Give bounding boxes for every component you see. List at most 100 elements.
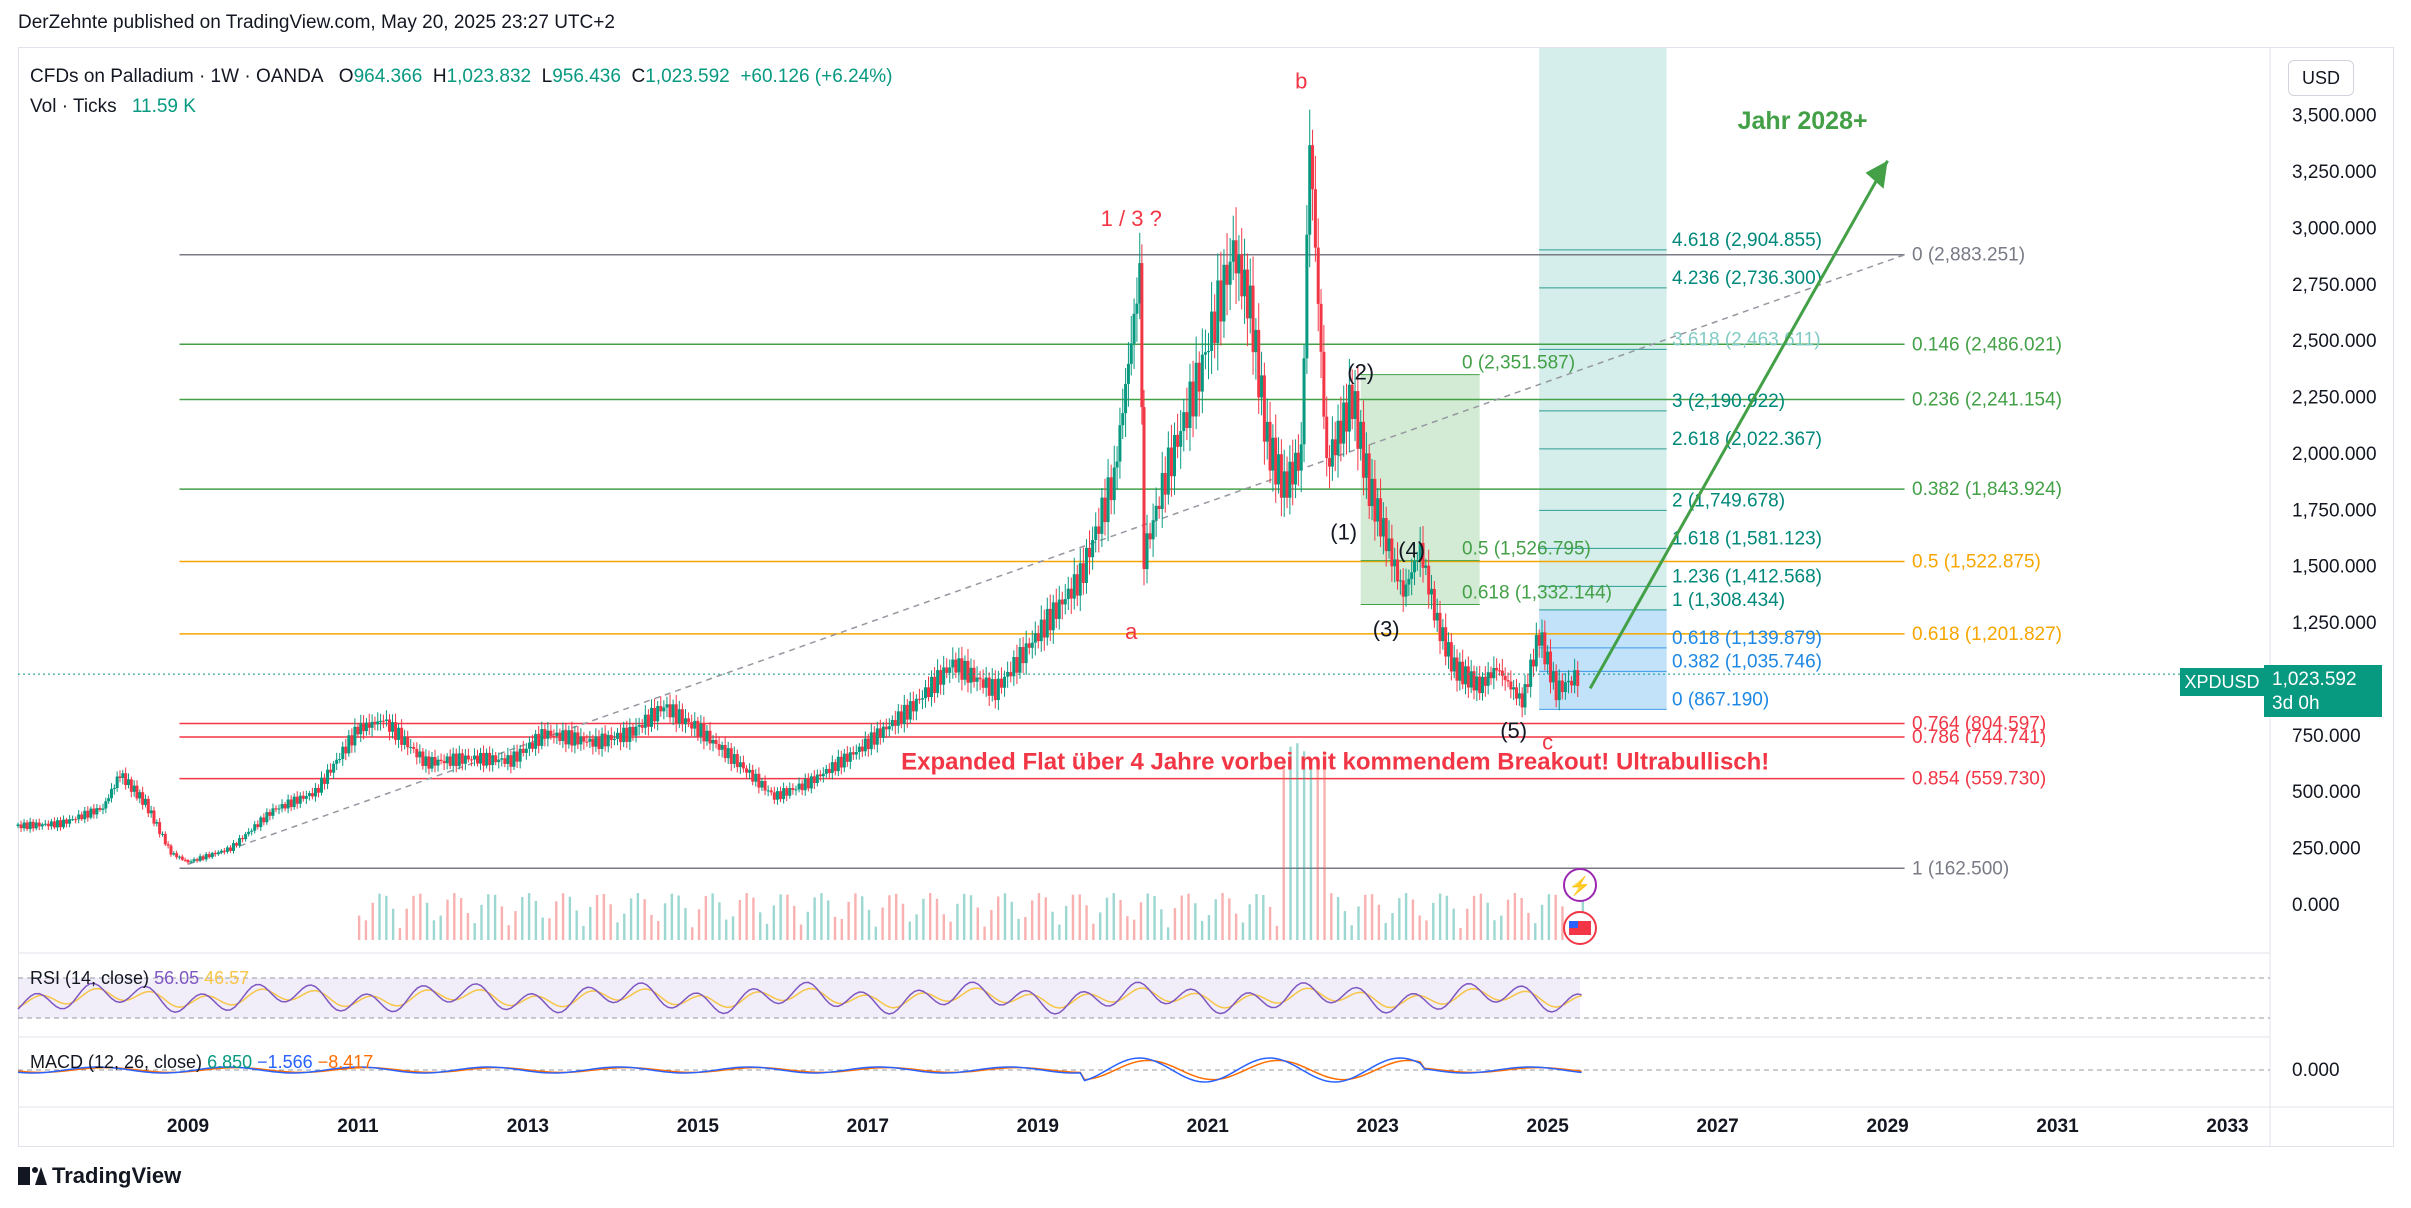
rsi-legend[interactable]: RSI (14, close) 56.05 46.57 xyxy=(30,968,249,989)
y-tick-label: 500.000 xyxy=(2292,782,2361,803)
candle-body xyxy=(896,711,900,726)
candle-body xyxy=(558,732,562,741)
volume-bar xyxy=(1384,923,1387,940)
candle-body xyxy=(1191,381,1195,417)
candle-body xyxy=(295,796,299,804)
candle-body xyxy=(1219,280,1223,322)
candle-body xyxy=(1526,684,1530,687)
volume-bar xyxy=(1105,897,1109,940)
candle-body xyxy=(797,783,801,790)
candle-body xyxy=(1407,578,1411,585)
legend-vol-label[interactable]: Vol · Ticks xyxy=(30,96,117,117)
candle-body xyxy=(277,808,281,810)
legend-symbol[interactable]: CFDs on Palladium · 1W · OANDA xyxy=(30,66,324,87)
candle-body xyxy=(359,723,363,735)
volume-bar xyxy=(507,925,510,940)
candle-body xyxy=(394,722,398,740)
candle-body xyxy=(158,822,162,834)
candle-body xyxy=(1288,461,1292,498)
candle-body xyxy=(323,777,327,784)
candle-body xyxy=(1132,313,1136,344)
candle-body xyxy=(373,721,377,725)
candle-body xyxy=(622,727,626,743)
candle-body xyxy=(745,768,749,773)
candle-body xyxy=(518,748,522,762)
candle-body xyxy=(821,773,825,777)
candle-body xyxy=(1336,420,1340,456)
legend-volume-row: Vol · Ticks 11.59 K xyxy=(30,92,892,122)
candle-body xyxy=(86,810,90,818)
candle-body xyxy=(16,824,20,826)
candle-body xyxy=(460,753,464,764)
candle-body xyxy=(1381,518,1385,537)
candle-body xyxy=(987,677,991,696)
candle-body xyxy=(690,722,694,729)
volume-bar xyxy=(480,904,483,940)
fib-extension-label: 3 (2,190.922) xyxy=(1672,391,1785,412)
candle-body xyxy=(1260,375,1264,398)
candle-body xyxy=(702,723,706,742)
candle-body xyxy=(244,834,248,840)
candle-body xyxy=(893,719,897,726)
candle-body xyxy=(872,732,876,745)
candle-body xyxy=(40,824,44,827)
candle-body xyxy=(231,843,235,851)
tradingview-logo[interactable]: TradingView xyxy=(18,1163,181,1189)
macd-legend[interactable]: MACD (12, 26, close) 6.850 −1.566 −8.417 xyxy=(30,1052,373,1073)
candle-body xyxy=(129,779,133,792)
candle-body xyxy=(177,856,181,858)
volume-bar xyxy=(1228,898,1231,940)
fib-retracement-label: 0.618 (1,332.144) xyxy=(1462,583,1612,604)
candle-body xyxy=(794,789,798,791)
currency-button[interactable]: USD xyxy=(2288,60,2354,96)
volume-bar xyxy=(962,893,966,940)
candle-body xyxy=(972,667,976,682)
lightning-event-glyph: ⚡ xyxy=(1569,875,1591,897)
candle-body xyxy=(1228,261,1232,285)
volume-bar xyxy=(419,893,422,940)
candle-body xyxy=(427,756,431,769)
candle-body xyxy=(1003,676,1007,688)
candle-body xyxy=(216,852,220,855)
candle-body xyxy=(1042,619,1046,638)
candle-body xyxy=(966,660,970,683)
legend-o-label: O xyxy=(338,66,354,87)
volume-bar xyxy=(711,893,714,940)
volume-bar xyxy=(922,898,925,940)
candle-body xyxy=(126,779,130,785)
candle-body xyxy=(1333,439,1337,456)
candle-body xyxy=(25,822,29,830)
candle-body xyxy=(335,759,339,764)
candle-body xyxy=(1257,329,1261,398)
candle-body xyxy=(433,757,437,766)
candle-body xyxy=(482,753,486,766)
candle-body xyxy=(1097,526,1101,534)
volume-bar xyxy=(663,903,667,940)
candle-body xyxy=(729,748,733,764)
candle-body xyxy=(1469,671,1473,688)
candle-body xyxy=(280,804,284,809)
volume-bar xyxy=(1017,918,1020,940)
fib-extension-label: 1.236 (1,412.568) xyxy=(1672,566,1822,587)
candle-body xyxy=(1222,264,1226,322)
candle-body xyxy=(1138,263,1142,304)
candle-body xyxy=(356,726,360,735)
candle-body xyxy=(836,756,840,772)
candle-body xyxy=(1566,680,1570,683)
volume-bar xyxy=(935,898,939,940)
candle-body xyxy=(1103,497,1107,523)
candle-body xyxy=(387,719,391,732)
candle-body xyxy=(503,758,507,764)
candle-body xyxy=(996,678,1000,701)
candle-body xyxy=(138,792,142,799)
candle-body xyxy=(1313,189,1317,248)
candle-body xyxy=(671,704,675,718)
fib-level-label: 0.854 (559.730) xyxy=(1912,769,2046,790)
candle-body xyxy=(1185,412,1189,429)
candle-body xyxy=(582,736,586,742)
candle-body xyxy=(186,860,190,863)
volume-bar xyxy=(1425,920,1428,940)
volume-bar xyxy=(1078,894,1081,940)
candle-body xyxy=(1084,547,1088,583)
